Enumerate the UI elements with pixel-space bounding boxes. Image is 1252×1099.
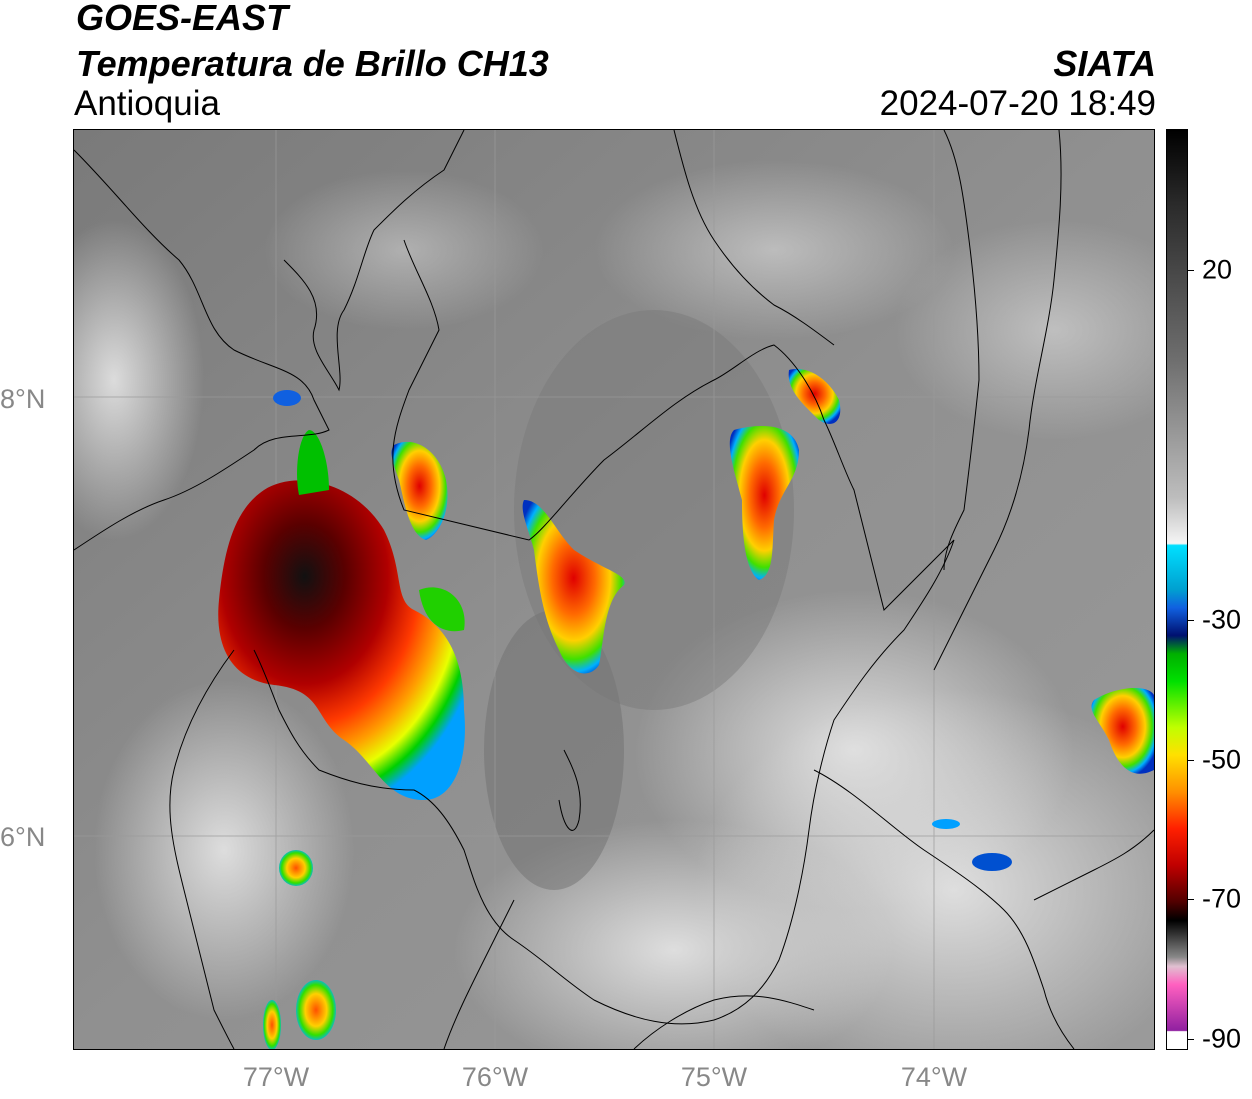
storm-northwest-cell — [391, 441, 448, 540]
colorbar-label-minus50: -50 — [1202, 744, 1242, 775]
lon-label-77w: 77°W — [242, 1062, 310, 1092]
storm-cells — [218, 369, 1154, 1049]
region-label: Antioquia — [74, 84, 220, 123]
lat-label-8n: 8°N — [0, 384, 46, 414]
colorbar — [1166, 129, 1188, 1050]
storm-east-edge-cell — [1091, 688, 1154, 774]
colorbar-label-minus30: -30 — [1202, 604, 1242, 635]
storm-coastal-cell — [273, 390, 301, 406]
lon-label-75w: 75°W — [680, 1062, 748, 1092]
colorbar-tick-minus90 — [1188, 1039, 1194, 1040]
colorbar-tick-20 — [1188, 270, 1194, 271]
storm-west-complex-north-finger — [297, 430, 329, 495]
storm-south-cell-2 — [972, 853, 1012, 871]
lon-label-76w: 76°W — [461, 1062, 529, 1092]
antioquia-border — [253, 239, 955, 1025]
storm-southwest-cell-3 — [263, 1000, 281, 1049]
colorbar-label-20: 20 — [1202, 254, 1233, 285]
dept-boundary-east-2 — [1033, 829, 1154, 901]
dept-boundary-south — [633, 995, 815, 1049]
storm-southwest-cell-1 — [279, 850, 313, 886]
storm-west-complex — [218, 480, 465, 800]
dept-boundary-southeast — [813, 769, 1075, 1049]
storm-central-cell — [522, 500, 625, 674]
lat-label-6n: 6°N — [0, 822, 46, 852]
dept-boundary-far-east — [933, 130, 1062, 671]
cloud-layer — [74, 160, 1154, 1049]
organization-label: SIATA — [1053, 43, 1156, 84]
lon-label-74w: 74°W — [900, 1062, 968, 1092]
colorbar-label-minus90: -90 — [1202, 1023, 1242, 1054]
timestamp-label: 2024-07-20 18:49 — [879, 84, 1156, 123]
satellite-title: GOES-EAST — [76, 0, 289, 38]
coastline — [74, 149, 330, 551]
storm-southwest-cell-2 — [296, 980, 336, 1040]
storm-south-cell-1 — [932, 819, 960, 829]
dept-boundary-north — [673, 130, 835, 346]
dept-boundary-east — [943, 130, 980, 571]
storm-north-central-cell — [729, 426, 799, 580]
product-title: Temperatura de Brillo CH13 — [76, 43, 549, 84]
colorbar-tick-minus70 — [1188, 899, 1194, 900]
colorbar-tick-minus50 — [1188, 760, 1194, 761]
dept-boundary-south-2 — [443, 899, 515, 1049]
colorbar-label-minus70: -70 — [1202, 883, 1242, 914]
satellite-map[interactable] — [73, 129, 1155, 1050]
storm-west-complex-east-lobe — [419, 587, 465, 632]
coastline-gulf — [283, 130, 465, 392]
inner-boundary — [558, 749, 581, 831]
graticule — [74, 130, 1154, 1049]
colorbar-tick-minus30 — [1188, 620, 1194, 621]
chocoboundary — [169, 649, 235, 1049]
boundaries — [74, 130, 1154, 1049]
